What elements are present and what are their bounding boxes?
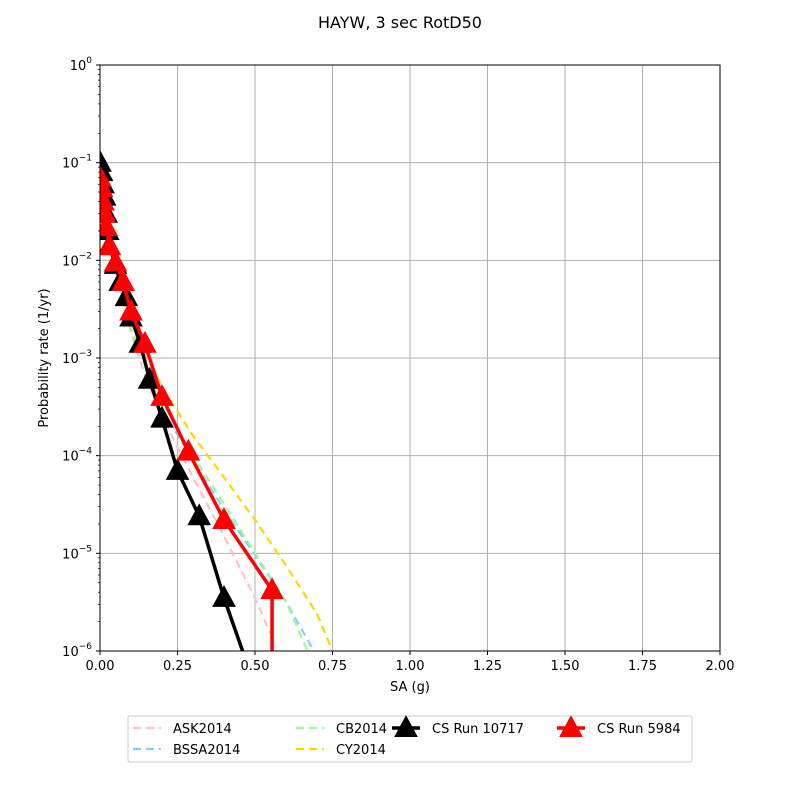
- legend-label: ASK2014: [173, 722, 232, 737]
- y-tick-base: 10: [62, 352, 79, 367]
- x-tick-label: 1.75: [628, 659, 657, 674]
- data-point-marker: [100, 233, 122, 256]
- legend-label: CB2014: [336, 722, 387, 737]
- y-tick-base: 10: [62, 547, 79, 562]
- series-ask2014: [100, 184, 272, 635]
- legend-swatch-marker: [559, 715, 583, 738]
- x-tick-label: 1.50: [551, 659, 580, 674]
- y-tick-label: 10−3: [62, 349, 92, 367]
- legend-label: CS Run 5984: [597, 722, 681, 737]
- legend-item: CS Run 10717: [392, 715, 524, 738]
- y-tick-exponent: −2: [79, 251, 92, 261]
- series-layer: [100, 149, 334, 651]
- data-point-marker: [165, 457, 190, 480]
- y-tick-exponent: −5: [79, 544, 92, 554]
- series-cs-run-5984: [100, 164, 284, 651]
- series-cb2014: [100, 184, 309, 651]
- y-tick-base: 10: [70, 59, 87, 74]
- legend: ASK2014 BSSA2014 CB2014 CY2014 CS Run 10717 C…: [127, 715, 693, 763]
- x-tick-label: 0.00: [86, 659, 115, 674]
- legend-item: BSSA2014: [133, 743, 240, 758]
- legend-label: CY2014: [336, 743, 386, 758]
- y-tick-label: 10−4: [62, 447, 92, 465]
- chart-title: HAYW, 3 sec RotD50: [318, 13, 482, 32]
- y-tick-label: 10−5: [62, 544, 92, 562]
- data-point-marker: [100, 214, 119, 236]
- y-tick-label: 10−1: [62, 154, 92, 172]
- legend-label: BSSA2014: [173, 743, 240, 758]
- y-tick-exponent: −1: [79, 154, 92, 164]
- data-point-marker: [176, 438, 201, 461]
- legend-item: CY2014: [296, 743, 386, 758]
- x-tick-label: 0.75: [318, 659, 347, 674]
- y-axis-label: Probability rate (1/yr): [37, 288, 52, 427]
- series-line: [100, 184, 309, 651]
- y-tick-base: 10: [62, 157, 79, 172]
- data-point-marker: [150, 384, 174, 406]
- legend-item: CS Run 5984: [557, 715, 681, 738]
- y-tick-exponent: −6: [79, 642, 93, 652]
- legend-frame: [127, 715, 693, 763]
- y-tick-base: 10: [62, 254, 79, 269]
- legend-swatch-marker: [394, 715, 418, 738]
- y-tick-base: 10: [62, 450, 79, 465]
- data-point-marker: [212, 585, 236, 607]
- y-tick-label: 10−2: [62, 251, 92, 269]
- x-axis-label: SA (g): [390, 680, 430, 695]
- series-bssa2014: [100, 184, 315, 651]
- y-tick-exponent: −3: [79, 349, 92, 359]
- legend-item: ASK2014: [133, 722, 232, 737]
- data-point-marker: [133, 330, 157, 353]
- data-point-marker: [111, 269, 136, 292]
- series-line: [100, 162, 245, 651]
- data-point-marker: [260, 577, 284, 600]
- x-tick-label: 2.00: [706, 659, 735, 674]
- series-line: [100, 177, 274, 651]
- series-cy2014: [100, 177, 334, 651]
- data-point-marker: [103, 249, 128, 272]
- y-tick-label: 100: [70, 56, 93, 74]
- x-tick-label: 1.00: [396, 659, 425, 674]
- data-point-marker: [187, 503, 212, 526]
- axis-ticks: 0.00 0.25 0.50 0.75 1.00 1.25 1.50 1.75 2.001001…: [62, 56, 734, 674]
- data-point-marker: [150, 405, 174, 428]
- legend-item: CB2014: [296, 722, 387, 737]
- y-tick-exponent: −4: [79, 447, 93, 457]
- series-line: [100, 184, 315, 651]
- x-tick-label: 0.25: [163, 659, 192, 674]
- x-tick-label: 1.25: [473, 659, 502, 674]
- series-line: [100, 184, 272, 635]
- y-tick-label: 10−6: [62, 642, 92, 660]
- grid: [99, 64, 721, 652]
- y-tick-exponent: 0: [86, 56, 92, 66]
- y-tick-base: 10: [62, 645, 79, 660]
- data-point-marker: [212, 507, 236, 529]
- series-line: [100, 177, 334, 651]
- x-tick-label: 0.50: [241, 659, 270, 674]
- legend-label: CS Run 10717: [432, 722, 524, 737]
- data-point-marker: [119, 298, 143, 321]
